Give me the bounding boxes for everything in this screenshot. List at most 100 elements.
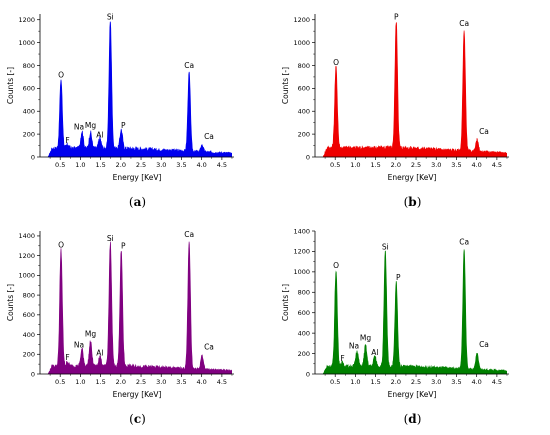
y-tick-label: 0 [31, 153, 35, 161]
peak-label-si: Si [107, 12, 114, 21]
x-tick-label: 1.5 [95, 378, 105, 386]
x-tick-label: 2.5 [411, 378, 421, 386]
peak-label-p: P [121, 242, 126, 251]
peak-label-ca: Ca [479, 127, 489, 136]
caption-b: (b) [403, 195, 422, 209]
peak-label-al: Al [371, 348, 378, 357]
spectrum-panel-b: 0.5 1.0 1.5 2.0 2.5 3.0 3.5 4.0 4.5 0 200 400 600 800… [275, 0, 550, 217]
y-axis-label: Counts [-] [281, 67, 290, 104]
y-tick-label: 600 [23, 311, 35, 319]
spectrum-chart-d: 0.5 1.0 1.5 2.0 2.5 3.0 3.5 4.0 4.5 0 200 400 600 800… [281, 227, 509, 399]
spectrum-panel-c: 0.5 1.0 1.5 2.0 2.5 3.0 3.5 4.0 4.5 0 200 400 600 800… [0, 217, 275, 434]
x-axis-label: Energy [KeV] [113, 390, 162, 399]
x-tick-label: 2.0 [116, 378, 126, 386]
y-tick-label: 600 [298, 85, 310, 93]
peak-label-al: Al [96, 349, 103, 358]
peak-label-o: O [58, 241, 64, 250]
x-axis-label: Energy [KeV] [388, 173, 437, 182]
caption-a: (a) [128, 195, 147, 209]
peak-label-ca: Ca [184, 61, 194, 70]
y-tick-label: 800 [298, 62, 310, 70]
y-tick-label: 1400 [18, 232, 35, 240]
peak-label-o: O [333, 58, 339, 67]
x-tick-label: 0.5 [55, 161, 65, 169]
x-tick-label: 1.5 [95, 161, 105, 169]
y-tick-label: 400 [298, 329, 310, 337]
y-tick-label: 200 [298, 350, 310, 358]
x-tick-label: 1.5 [370, 161, 380, 169]
peak-label-f: F [65, 136, 69, 145]
peak-label-ca: Ca [184, 230, 194, 239]
x-tick-label: 4.0 [471, 161, 481, 169]
x-tick-label: 4.5 [217, 378, 227, 386]
peak-label-ca: Ca [459, 19, 469, 28]
x-axis-label: Energy [KeV] [388, 390, 437, 399]
x-tick-label: 3.5 [176, 378, 186, 386]
y-tick-label: 200 [298, 130, 310, 138]
peak-label-na: Na [74, 123, 84, 132]
y-tick-label: 1200 [18, 16, 35, 24]
x-tick-label: 2.0 [391, 161, 401, 169]
peak-label-p: P [394, 12, 399, 21]
y-tick-label: 1200 [18, 252, 35, 260]
x-tick-label: 2.5 [411, 161, 421, 169]
peak-label-ca: Ca [204, 342, 214, 351]
y-tick-label: 200 [23, 351, 35, 359]
peak-label-p: P [396, 273, 401, 282]
caption-c: (c) [129, 412, 146, 426]
y-tick-label: 1000 [293, 268, 310, 276]
peak-label-f: F [65, 353, 69, 362]
spectrum-series [47, 21, 232, 158]
spectrum-chart-a: 0.5 1.0 1.5 2.0 2.5 3.0 3.5 4.0 4.5 0 200 400 600 800… [6, 12, 234, 182]
peak-label-mg: Mg [360, 333, 371, 342]
x-tick-label: 2.0 [391, 378, 401, 386]
x-tick-label: 3.0 [156, 161, 166, 169]
x-tick-label: 0.5 [330, 161, 340, 169]
x-tick-label: 1.0 [75, 161, 85, 169]
y-tick-label: 400 [23, 108, 35, 116]
y-tick-label: 1000 [18, 39, 35, 47]
spectrum-series [322, 249, 507, 375]
x-tick-label: 3.5 [451, 378, 461, 386]
y-tick-label: 0 [31, 370, 35, 378]
x-tick-label: 2.0 [116, 161, 126, 169]
y-tick-label: 600 [23, 85, 35, 93]
x-tick-label: 4.5 [492, 378, 502, 386]
y-tick-label: 1200 [293, 248, 310, 256]
x-tick-label: 4.0 [196, 378, 206, 386]
peak-label-na: Na [349, 342, 359, 351]
peak-label-mg: Mg [85, 121, 96, 130]
x-tick-label: 1.0 [75, 378, 85, 386]
peak-label-na: Na [74, 340, 84, 349]
caption-d: (d) [403, 412, 422, 426]
peak-label-o: O [333, 261, 339, 270]
x-tick-label: 2.5 [136, 378, 146, 386]
x-tick-label: 4.0 [196, 161, 206, 169]
x-tick-label: 3.0 [156, 378, 166, 386]
y-tick-label: 1200 [293, 16, 310, 24]
peak-label-al: Al [96, 131, 103, 140]
x-tick-label: 4.5 [217, 161, 227, 169]
spectrum-panel-d: 0.5 1.0 1.5 2.0 2.5 3.0 3.5 4.0 4.5 0 200 400 600 800… [275, 217, 550, 434]
y-tick-label: 800 [23, 291, 35, 299]
y-tick-label: 1000 [293, 39, 310, 47]
x-tick-label: 4.0 [471, 378, 481, 386]
y-axis-label: Counts [-] [281, 284, 290, 321]
y-tick-label: 0 [306, 153, 310, 161]
peak-label-p: P [121, 121, 126, 130]
peak-label-si: Si [107, 234, 114, 243]
y-tick-label: 400 [298, 108, 310, 116]
x-tick-label: 1.5 [370, 378, 380, 386]
x-tick-label: 1.0 [350, 378, 360, 386]
y-tick-label: 1400 [293, 227, 310, 235]
x-tick-label: 1.0 [350, 161, 360, 169]
x-tick-label: 2.5 [136, 161, 146, 169]
y-tick-label: 600 [298, 309, 310, 317]
y-tick-label: 800 [298, 289, 310, 297]
x-tick-label: 4.5 [492, 161, 502, 169]
peak-label-f: F [340, 354, 344, 363]
x-tick-label: 3.0 [431, 161, 441, 169]
x-tick-label: 0.5 [330, 378, 340, 386]
peak-label-mg: Mg [85, 329, 96, 338]
peak-label-ca: Ca [459, 237, 469, 246]
